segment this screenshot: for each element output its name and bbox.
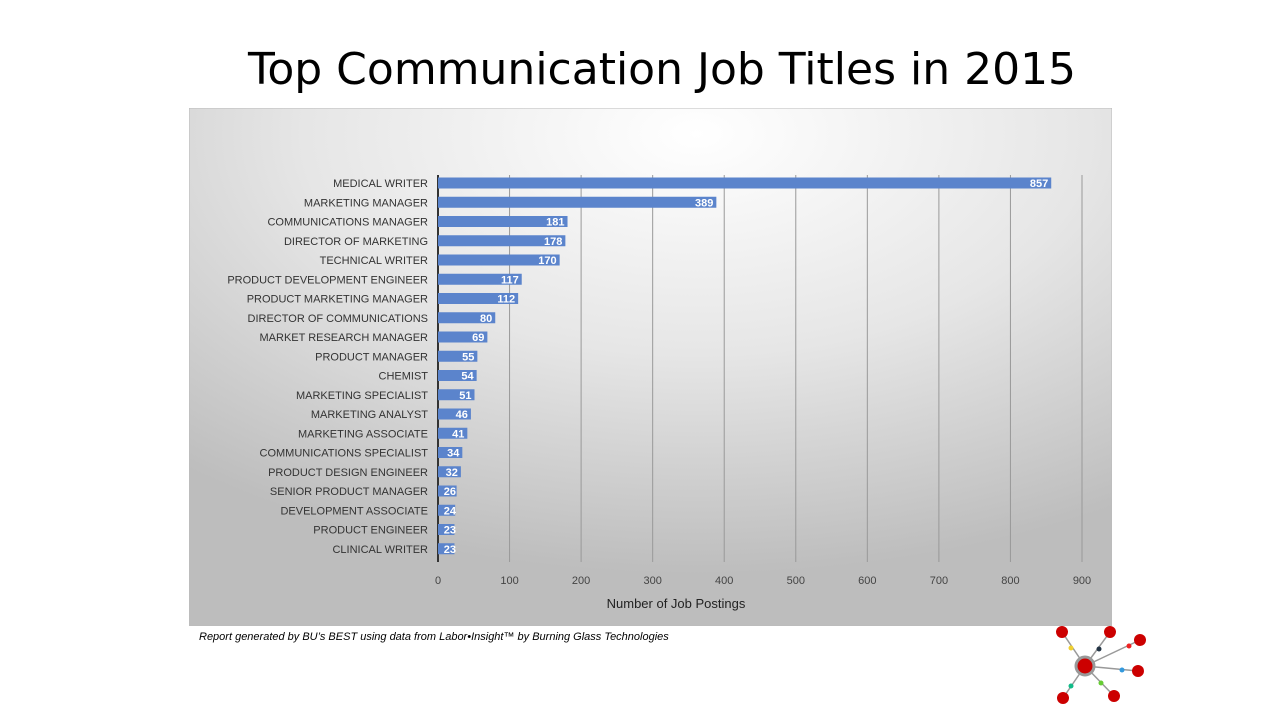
- bar: [438, 370, 477, 381]
- category-label: MARKETING ANALYST: [311, 409, 428, 421]
- data-label: 112: [497, 294, 515, 306]
- bar: [438, 447, 463, 458]
- x-tick-label: 800: [1001, 575, 1019, 587]
- bar: [438, 312, 496, 324]
- bar-chart: 0 100 200 300 400 500 600 700 800 900 MEDICAL WRIT…: [189, 108, 1112, 626]
- data-label: 857: [1030, 178, 1048, 190]
- data-label: 41: [452, 428, 464, 440]
- category-label: CHEMIST: [379, 371, 429, 383]
- bar: [438, 254, 560, 266]
- bar: [438, 466, 461, 478]
- chart-background: [189, 108, 1112, 626]
- x-tick-label: 900: [1073, 575, 1091, 587]
- category-label: DIRECTOR OF COMMUNICATIONS: [248, 313, 428, 325]
- category-label: CLINICAL WRITER: [332, 544, 428, 556]
- bar: [438, 273, 522, 285]
- bar: [438, 543, 455, 555]
- data-label: 69: [472, 332, 484, 344]
- x-axis-label: Number of Job Postings: [607, 596, 746, 611]
- x-tick-label: 100: [500, 575, 518, 587]
- x-tick-label: 500: [787, 575, 805, 587]
- page-title: Top Communication Job Titles in 2015: [247, 44, 1077, 95]
- category-label: SENIOR PRODUCT MANAGER: [270, 486, 428, 498]
- bar: [438, 293, 519, 304]
- category-label: TECHNICAL WRITER: [320, 255, 428, 267]
- category-label: MARKETING MANAGER: [304, 197, 428, 209]
- category-label: PRODUCT MANAGER: [315, 351, 428, 363]
- x-tick-label: 700: [930, 575, 948, 587]
- bar: [438, 235, 566, 247]
- bar: [438, 427, 468, 439]
- x-tick-label: 300: [643, 575, 661, 587]
- category-label: MARKETING SPECIALIST: [296, 390, 428, 402]
- data-label: 24: [444, 505, 457, 517]
- bar: [438, 331, 488, 343]
- x-tick-label: 0: [435, 575, 441, 587]
- category-label: COMMUNICATIONS SPECIALIST: [260, 448, 429, 460]
- data-label: 181: [546, 217, 564, 229]
- data-label: 46: [456, 409, 468, 421]
- data-label: 51: [459, 390, 471, 402]
- report-footer: Report generated by BU’s BEST using data…: [199, 631, 669, 643]
- bar: [438, 485, 457, 497]
- bar: [438, 216, 568, 227]
- bar: [438, 408, 471, 420]
- data-label: 34: [447, 448, 460, 460]
- data-label: 389: [695, 197, 713, 209]
- bar: [438, 504, 456, 516]
- category-label: PRODUCT ENGINEER: [313, 525, 428, 537]
- category-label: PRODUCT DEVELOPMENT ENGINEER: [227, 274, 428, 286]
- x-tick-label: 200: [572, 575, 590, 587]
- data-label: 26: [444, 486, 456, 498]
- bar: [438, 177, 1052, 189]
- category-label: PRODUCT MARKETING MANAGER: [247, 294, 428, 306]
- data-label: 170: [538, 255, 556, 267]
- category-label: MEDICAL WRITER: [333, 178, 428, 190]
- bar: [438, 196, 717, 208]
- bar: [438, 350, 478, 362]
- data-label: 80: [480, 313, 492, 325]
- x-tick-label: 400: [715, 575, 733, 587]
- category-label: PRODUCT DESIGN ENGINEER: [268, 467, 428, 479]
- network-logo-icon: [1056, 626, 1146, 704]
- data-label: 32: [446, 467, 458, 479]
- category-label: COMMUNICATIONS MANAGER: [267, 217, 428, 229]
- data-label: 178: [544, 236, 562, 248]
- category-label: MARKETING ASSOCIATE: [298, 428, 428, 440]
- data-label: 23: [444, 525, 456, 537]
- data-label: 23: [444, 544, 456, 556]
- category-label: MARKET RESEARCH MANAGER: [260, 332, 429, 344]
- bar: [438, 389, 475, 401]
- category-label: DIRECTOR OF MARKETING: [284, 236, 428, 248]
- x-tick-label: 600: [858, 575, 876, 587]
- data-label: 54: [461, 371, 474, 383]
- data-label: 55: [462, 351, 474, 363]
- data-label: 117: [501, 274, 519, 286]
- category-label: DEVELOPMENT ASSOCIATE: [280, 505, 428, 517]
- bar: [438, 524, 455, 535]
